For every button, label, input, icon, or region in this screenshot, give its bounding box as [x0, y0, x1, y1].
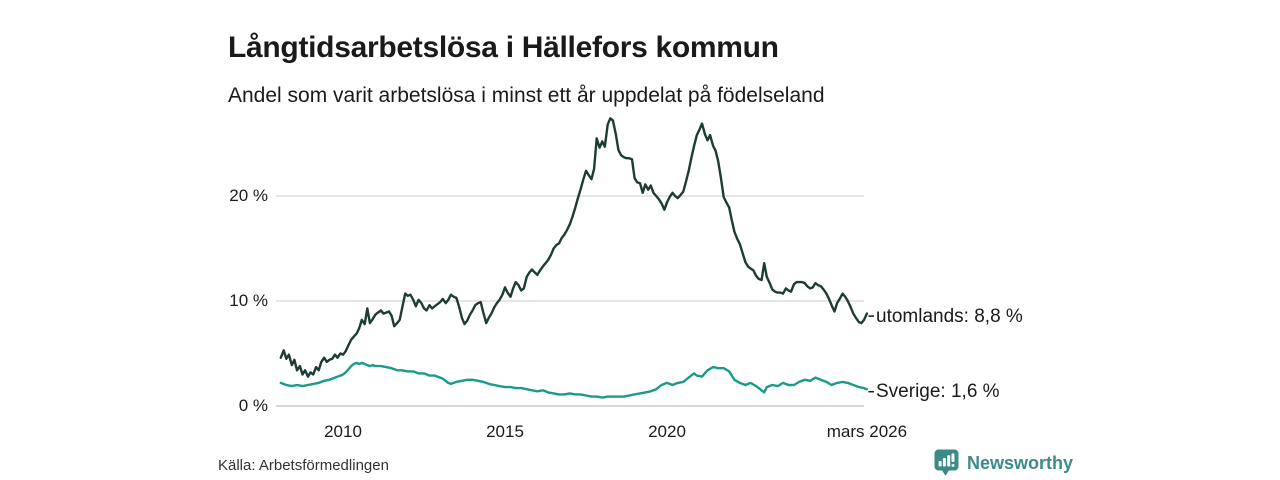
- newsworthy-chart-bubble-icon: [934, 449, 959, 476]
- source-attribution: Källa: Arbetsförmedlingen: [218, 457, 389, 474]
- x-axis-tick-mars-2026: mars 2026: [826, 422, 908, 441]
- y-axis-tick-10: 10 %: [229, 291, 268, 310]
- series-end-label-utomlands: utomlands: 8,8 %: [876, 305, 1023, 327]
- newsworthy-logo[interactable]: Newsworthy: [934, 449, 1073, 477]
- x-axis-tick-2015: 2015: [486, 422, 524, 441]
- page-title: Långtidsarbetslösa i Hällefors kommun: [228, 31, 779, 65]
- newsworthy-wordmark: Newsworthy: [967, 453, 1074, 473]
- y-axis-tick-20: 20 %: [229, 186, 268, 205]
- series-end-label-sverige: Sverige: 1,6 %: [876, 381, 1000, 403]
- y-axis-tick-0: 0 %: [238, 396, 268, 415]
- x-axis-tick-2010: 2010: [324, 422, 362, 441]
- chart-subtitle: Andel som varit arbetslösa i minst ett å…: [228, 84, 825, 107]
- x-axis-tick-2020: 2020: [648, 422, 686, 441]
